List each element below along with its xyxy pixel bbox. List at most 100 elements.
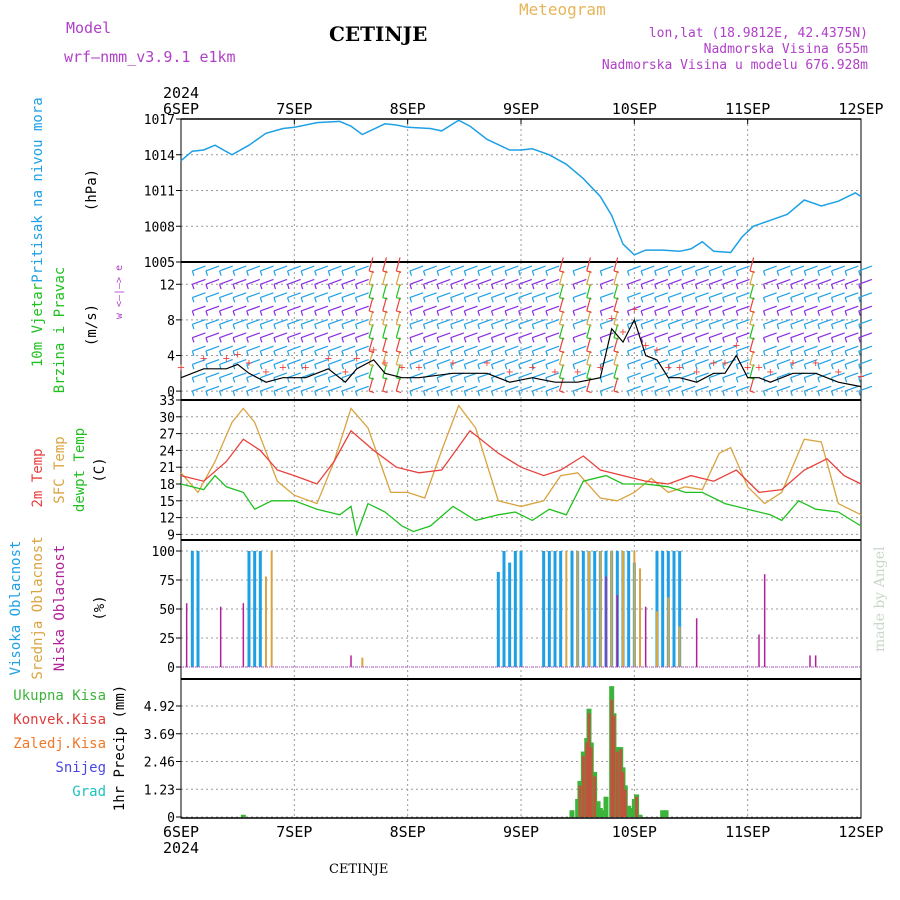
wind-barb	[817, 345, 832, 352]
wind-barb	[300, 345, 315, 352]
wind-barb	[395, 257, 401, 272]
sfc-temp-line	[180, 404, 862, 516]
time-label-bottom: 7SEP	[276, 823, 312, 841]
wind-barb-feather	[613, 377, 619, 380]
wind-barb	[273, 265, 288, 272]
wind-barb	[205, 265, 220, 272]
wind-barb	[613, 297, 619, 312]
y-tick-label: 1017	[144, 113, 175, 128]
wind-barb	[328, 318, 342, 325]
wind-gust-marker: +	[664, 363, 672, 374]
wind-barb	[355, 345, 369, 352]
precip-legend-item: Ukupna Kisa	[13, 688, 106, 704]
wind-barb	[844, 385, 859, 392]
precip-legend-item: Konvek.Kisa	[13, 712, 106, 728]
wind-barb-feather	[463, 297, 467, 303]
wind-barb	[436, 332, 451, 339]
y-tick-label: 25	[159, 632, 175, 647]
wind-barb-feather	[205, 284, 209, 290]
wind-barb-feather	[545, 350, 549, 356]
wind-barb-feather	[232, 270, 236, 276]
wind-barb	[858, 292, 873, 299]
wind-barb-feather	[341, 284, 345, 290]
wind-barb	[858, 372, 873, 379]
wind-barb-feather	[490, 310, 494, 316]
wind-barb-feather	[572, 324, 576, 330]
wind-barb-feather	[790, 364, 793, 370]
wind-barb	[736, 345, 750, 352]
precip-convective-bar	[578, 785, 582, 817]
wind-barb-feather	[640, 270, 644, 276]
wind-barb	[790, 278, 805, 285]
wind-barb-feather	[409, 284, 413, 290]
wind-barb	[613, 337, 619, 352]
wind-barb-feather	[749, 350, 755, 354]
wind-barb	[668, 345, 682, 352]
wind-barb	[436, 359, 451, 365]
wind-barb-feather	[368, 297, 375, 300]
cloud-bar-low	[758, 634, 760, 667]
wind-barb-feather	[259, 350, 263, 356]
wind-barb-feather	[490, 324, 494, 330]
wind-barb-feather	[599, 324, 603, 330]
wind-barb	[436, 385, 451, 392]
wind-barb-feather	[722, 297, 725, 303]
wind-barb-feather	[490, 350, 494, 356]
wind-barb	[395, 324, 401, 338]
wind-gust-marker: +	[233, 349, 241, 360]
wind-barb	[586, 283, 592, 298]
wind-barb	[219, 345, 233, 352]
wind-barb-feather	[300, 337, 304, 343]
wind-barb-feather	[572, 284, 576, 290]
wind-barb-feather	[762, 350, 766, 356]
wind-barb	[831, 332, 845, 339]
wind-barb-feather	[477, 297, 481, 303]
wind-barb	[504, 292, 519, 299]
wind-gust-marker: +	[709, 358, 717, 369]
wind-barb	[817, 265, 832, 272]
wind-barb	[287, 265, 301, 272]
precip-convective-bar	[615, 751, 619, 817]
wind-barb	[776, 265, 791, 272]
wind-barb	[654, 385, 669, 392]
wind-barb	[395, 377, 401, 392]
wind-barb-feather	[382, 337, 388, 340]
wind-barb	[205, 359, 220, 365]
cloud-bar-low	[605, 576, 607, 667]
wind-barb-feather	[327, 324, 331, 330]
wind-barb-feather	[559, 350, 565, 354]
wind-barb	[260, 345, 274, 352]
wind-barb	[504, 385, 519, 392]
wind-barb-feather	[817, 364, 821, 370]
wind-barb	[613, 377, 619, 392]
wind-barb	[600, 278, 614, 285]
wind-barb	[763, 372, 777, 379]
wind-gust-marker: +	[630, 305, 638, 316]
wind-barb-feather	[205, 337, 209, 343]
wind-barb-feather	[735, 337, 739, 343]
wind-barb-feather	[205, 324, 209, 330]
wind-barb-feather	[409, 270, 413, 276]
wind-barb-feather	[681, 270, 685, 276]
wind-barb	[382, 377, 388, 392]
wind-barb-feather	[613, 350, 619, 354]
wind-barb-feather	[572, 350, 576, 356]
wind-barb-feather	[708, 297, 712, 303]
wind-barb-feather	[722, 364, 725, 370]
wind-barb-feather	[803, 270, 807, 276]
wind-barb	[395, 270, 401, 285]
wind-barb-feather	[218, 297, 222, 303]
wind-barb-feather	[396, 297, 402, 300]
dewpt-line	[180, 474, 862, 537]
wind-barb	[232, 345, 247, 352]
precip-convective-bar	[619, 749, 623, 817]
wind-barb	[314, 318, 329, 325]
precip-convective-bar	[587, 713, 591, 817]
wind-barb	[368, 310, 374, 325]
wind-barb-feather	[626, 284, 630, 290]
wind-barb	[600, 332, 614, 339]
wind-barb	[668, 332, 682, 339]
wind-barb-feather	[463, 390, 467, 397]
wind-barb	[532, 385, 546, 392]
wind-barb	[695, 278, 709, 285]
